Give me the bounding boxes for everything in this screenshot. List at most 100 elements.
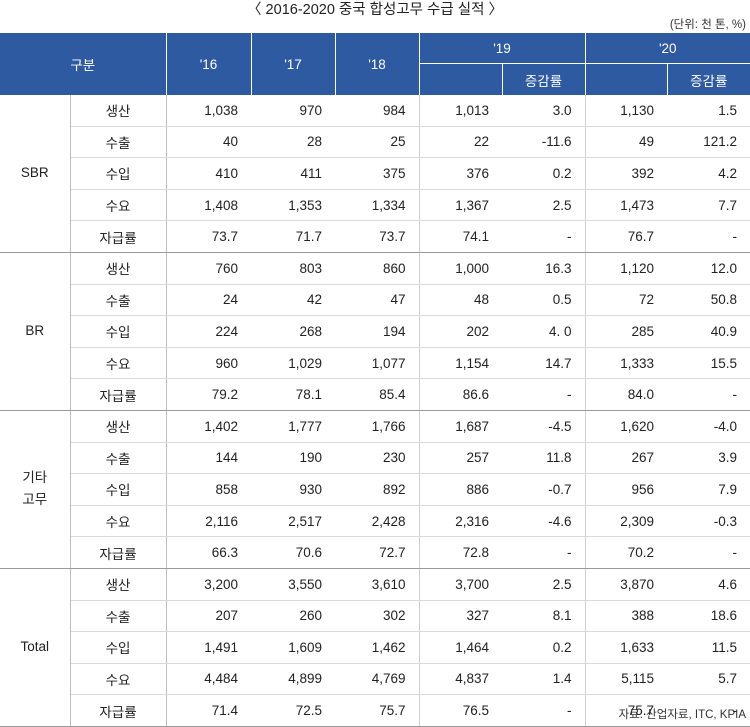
cell-change-19: 0.2 — [502, 157, 586, 190]
row-item-label: 생산 — [70, 410, 167, 443]
cell-value-18: 1,077 — [335, 347, 420, 380]
cell-change-20: 15.5 — [667, 347, 750, 380]
cell-change-20: -0.3 — [667, 505, 750, 538]
cell-value-20: 72 — [585, 284, 667, 317]
cell-value-16: 1,408 — [166, 189, 251, 222]
cell-value-18: 375 — [335, 157, 420, 190]
cell-value-19: 886 — [419, 473, 502, 506]
table-row: 수요 4,484 4,899 4,769 4,837 1.4 5,115 5.7 — [0, 663, 750, 696]
cell-value-20: 388 — [585, 600, 667, 633]
cell-value-20: 1,130 — [585, 95, 667, 127]
cell-value-19: 3,700 — [419, 568, 502, 601]
cell-value-20: 70.2 — [585, 536, 667, 569]
cell-change-19: - — [502, 536, 586, 569]
cell-value-19: 4,837 — [419, 663, 502, 696]
group-label: SBR — [0, 95, 71, 253]
cell-value-20: 84.0 — [585, 378, 667, 411]
cell-value-17: 970 — [251, 95, 335, 127]
row-item-label: 수출 — [70, 600, 167, 633]
group-label: Total — [0, 568, 71, 727]
table-row: 수출 24 42 47 48 0.5 72 50.8 — [0, 284, 750, 317]
cell-value-17: 42 — [251, 284, 335, 317]
cell-value-18: 85.4 — [335, 378, 420, 411]
row-item-label: 수입 — [70, 315, 167, 348]
row-item-label: 수출 — [70, 126, 167, 159]
table-row: 수요 1,408 1,353 1,334 1,367 2.5 1,473 7.7 — [0, 189, 750, 222]
cell-change-19: - — [502, 378, 586, 411]
table-row: Total 생산 3,200 3,550 3,610 3,700 2.5 3,870 4.6 — [0, 568, 750, 727]
table-row: 기타 고무 생산 1,402 1,777 1,766 1,687 -4.5 1,620 -4.0 — [0, 410, 750, 569]
header-category: 구분 — [0, 33, 167, 95]
row-item-label: 수요 — [70, 347, 167, 380]
cell-value-17: 72.5 — [251, 694, 335, 727]
cell-value-16: 960 — [166, 347, 251, 380]
table-row: 수출 40 28 25 22 -11.6 49 121.2 — [0, 126, 750, 159]
cell-value-18: 984 — [335, 95, 420, 127]
row-item-label: 수입 — [70, 473, 167, 506]
cell-value-20: 1,633 — [585, 631, 667, 664]
table-row: 수요 960 1,029 1,077 1,154 14.7 1,333 15.5 — [0, 347, 750, 380]
header-year-20: '20 — [585, 33, 750, 64]
cell-value-17: 268 — [251, 315, 335, 348]
cell-value-16: 79.2 — [166, 378, 251, 411]
row-item-label: 생산 — [70, 568, 167, 601]
cell-value-19: 1,000 — [419, 252, 502, 285]
cell-value-18: 73.7 — [335, 220, 420, 253]
cell-value-18: 47 — [335, 284, 420, 317]
group-label-line: 고무 — [22, 492, 48, 508]
cell-value-17: 78.1 — [251, 378, 335, 411]
cell-value-18: 1,334 — [335, 189, 420, 222]
header-year-17: '17 — [251, 33, 336, 95]
cell-change-19: 11.8 — [502, 442, 586, 475]
cell-value-16: 3,200 — [166, 568, 251, 601]
cell-change-20: -4.0 — [667, 410, 750, 443]
cell-value-16: 760 — [166, 252, 251, 285]
row-item-label: 생산 — [70, 95, 167, 127]
header-change-20: 증감률 — [667, 63, 750, 95]
table-row: 수요 2,116 2,517 2,428 2,316 -4.6 2,309 -0.3 — [0, 505, 750, 538]
cell-change-19: -4.5 — [502, 410, 586, 443]
table-row: 수입 1,491 1,609 1,462 1,464 0.2 1,633 11.5 — [0, 631, 750, 664]
cell-value-17: 1,029 — [251, 347, 335, 380]
cell-value-19: 48 — [419, 284, 502, 317]
row-item-label: 수요 — [70, 505, 167, 538]
cell-change-20: 5.7 — [667, 663, 750, 696]
cell-change-20: 7.7 — [667, 189, 750, 222]
cell-value-17: 190 — [251, 442, 335, 475]
cell-value-19: 86.6 — [419, 378, 502, 411]
header-change-19: 증감률 — [502, 63, 586, 95]
table-row: 자급률 79.2 78.1 85.4 86.6-84.0- — [0, 378, 750, 411]
table-row: 수입 410 411 375 376 0.2 392 4.2 — [0, 157, 750, 190]
cell-change-20: 11.5 — [667, 631, 750, 664]
cell-value-16: 71.4 — [166, 694, 251, 727]
cell-value-17: 70.6 — [251, 536, 335, 569]
cell-value-17: 4,899 — [251, 663, 335, 696]
row-item-label: 수출 — [70, 284, 167, 317]
cell-value-20: 2,309 — [585, 505, 667, 538]
cell-change-20: 12.0 — [667, 252, 750, 285]
cell-value-20: 285 — [585, 315, 667, 348]
cell-value-20: 75.7 — [585, 694, 667, 727]
cell-value-19: 327 — [419, 600, 502, 633]
cell-value-16: 1,491 — [166, 631, 251, 664]
cell-value-19: 1,367 — [419, 189, 502, 222]
table-row: 수입 224 268 194 202 4. 0 285 40.9 — [0, 315, 750, 348]
table-body: SBR 생산 1,038 970 984 1,013 3.0 1,130 1.5 수출 40 28 25… — [0, 95, 750, 727]
supply-demand-table: 구분 '16 '17 '18 '19 '20 증감률 증감률 SBR 생산 1,03… — [0, 33, 750, 727]
table-row: 수입 858 930 892 886 -0.7 956 7.9 — [0, 473, 750, 506]
row-item-label: 수입 — [70, 157, 167, 190]
cell-value-19: 1,013 — [419, 95, 502, 127]
table-row: 자급률 66.3 70.6 72.7 72.8-70.2- — [0, 536, 750, 569]
unit-note: (단위: 천 톤, %) — [669, 19, 746, 31]
cell-value-18: 25 — [335, 126, 420, 159]
cell-value-18: 72.7 — [335, 536, 420, 569]
cell-change-20: 4.6 — [667, 568, 750, 601]
cell-value-17: 1,353 — [251, 189, 335, 222]
row-item-label: 생산 — [70, 252, 167, 285]
group-label-line: 기타 — [22, 470, 48, 486]
cell-change-19: 4. 0 — [502, 315, 586, 348]
row-item-label: 자급률 — [70, 220, 167, 253]
cell-value-19: 22 — [419, 126, 502, 159]
table-row: 수출 144 190 230 257 11.8 267 3.9 — [0, 442, 750, 475]
